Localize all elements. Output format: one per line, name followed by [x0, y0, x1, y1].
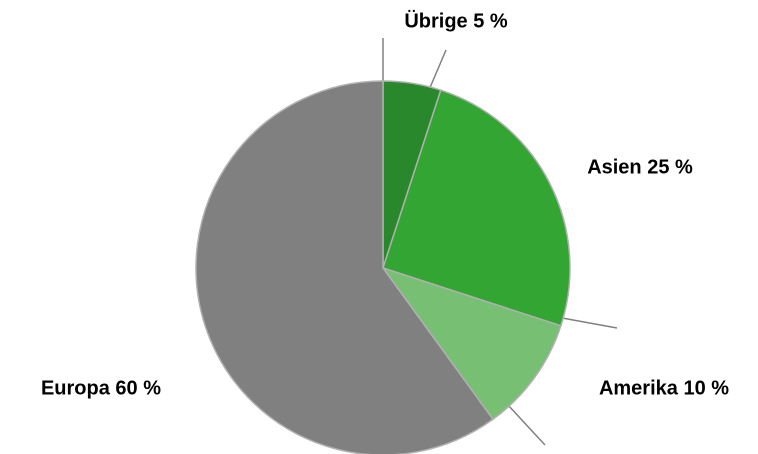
data-label: Europa 60 % — [41, 377, 161, 399]
pie-slice — [382, 89, 571, 327]
data-label: Übrige 5 % — [404, 9, 508, 32]
leader-line — [428, 49, 447, 91]
leader-line — [561, 317, 618, 329]
pie-slice — [195, 80, 494, 454]
data-label: Asien 25 % — [587, 156, 693, 178]
leader-line — [507, 404, 546, 446]
data-label: Amerika 10 % — [599, 377, 729, 399]
pie — [195, 80, 571, 454]
pie-slice — [381, 266, 562, 421]
